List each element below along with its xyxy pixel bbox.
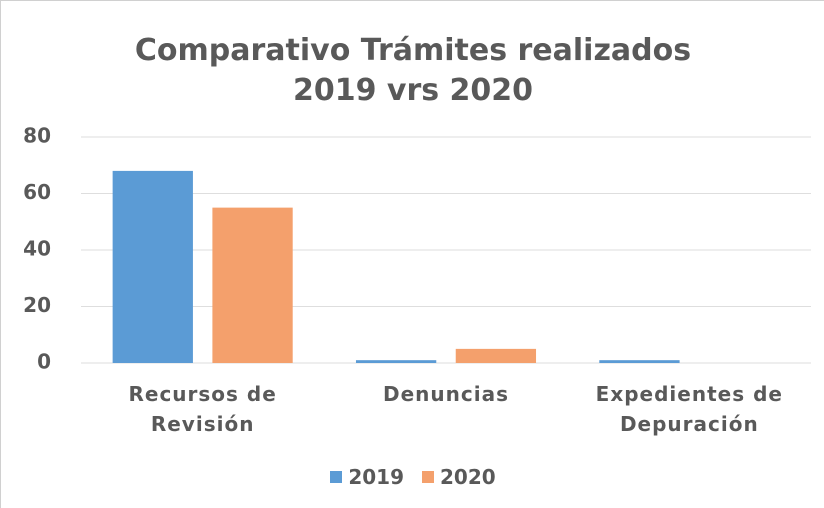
bar (355, 360, 437, 363)
legend-item: 2019 (330, 465, 404, 489)
x-tick-label: Recursos de Revisión (128, 382, 277, 436)
bar (212, 207, 293, 363)
legend-item: 2020 (422, 465, 496, 489)
bar (455, 348, 537, 363)
legend-label: 2020 (440, 465, 496, 489)
bar (112, 170, 193, 363)
chart-title: Comparativo Trámites realizados 2019 vrs… (134, 33, 692, 108)
y-tick-label: 20 (23, 293, 51, 317)
x-tick-label: Denuncias (383, 382, 509, 406)
legend-swatch (422, 471, 434, 483)
legend-label: 2019 (348, 465, 404, 489)
bar (599, 360, 680, 363)
legend-swatch (330, 471, 343, 483)
x-tick-label: Expedientes de Depuración (595, 382, 783, 436)
y-tick-label: 60 (23, 180, 51, 204)
y-tick-label: 80 (23, 124, 51, 148)
legend: 2019 2020 (1, 465, 824, 489)
y-tick-label: 40 (23, 237, 51, 261)
y-tick-label: 0 (37, 350, 51, 374)
